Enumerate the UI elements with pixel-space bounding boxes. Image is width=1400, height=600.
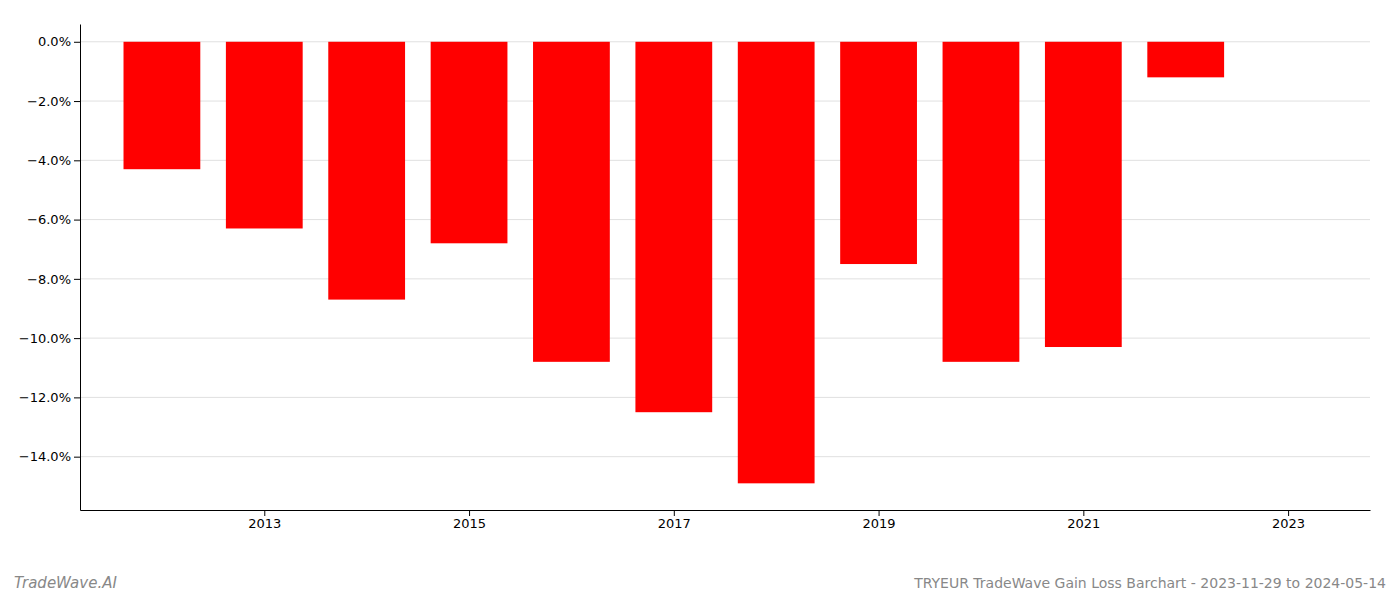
x-tick-mark — [1083, 510, 1084, 516]
y-tick-label: −2.0% — [27, 94, 71, 109]
x-tick: 2019 — [863, 510, 896, 531]
y-tick: −12.0% — [19, 390, 80, 405]
title: TRYEUR TradeWave Gain Loss Barchart - 20… — [913, 575, 1386, 591]
x-tick: 2017 — [658, 510, 691, 531]
x-tick-label: 2019 — [863, 516, 896, 531]
y-axis-line — [80, 25, 81, 511]
bar — [1250, 41, 1327, 42]
y-tick-mark — [74, 279, 80, 280]
y-tick: −4.0% — [27, 153, 80, 168]
x-axis: 2013 2015 2017 2019 2021 2023 — [81, 510, 1371, 531]
x-tick: 2021 — [1067, 510, 1100, 531]
y-tick: −6.0% — [27, 212, 80, 227]
y-tick-mark — [74, 220, 80, 221]
grid-line — [80, 456, 1370, 457]
x-tick-mark — [879, 510, 880, 516]
x-axis-line — [81, 510, 1371, 511]
x-tick-label: 2013 — [248, 516, 281, 531]
y-tick-label: −10.0% — [19, 331, 71, 346]
x-tick-mark — [469, 510, 470, 516]
grid-line — [80, 338, 1370, 339]
y-tick: −2.0% — [27, 94, 80, 109]
y-tick: −8.0% — [27, 272, 80, 287]
grid — [80, 42, 1370, 457]
y-tick-label: −12.0% — [19, 390, 71, 405]
x-tick-label: 2017 — [658, 516, 691, 531]
bar — [738, 42, 815, 484]
bar — [431, 42, 508, 244]
bar — [533, 42, 610, 362]
bars — [124, 42, 1225, 484]
x-tick-mark — [674, 510, 675, 516]
bar — [943, 42, 1020, 362]
y-tick-mark — [74, 42, 80, 43]
y-tick-mark — [74, 160, 80, 161]
plot-area: 0.0% −2.0% −4.0% −6.0% −8.0% −10.0% −12.0% −14.… — [19, 25, 1371, 532]
y-tick: −14.0% — [19, 449, 80, 464]
y-tick-label: −6.0% — [27, 212, 71, 227]
x-tick-label: 2015 — [453, 516, 486, 531]
y-tick: −10.0% — [19, 331, 80, 346]
y-tick-mark — [74, 397, 80, 398]
bar — [124, 42, 201, 169]
y-tick-mark — [74, 338, 80, 339]
x-tick: 2013 — [248, 510, 281, 531]
watermark: TradeWave.AI — [14, 574, 117, 592]
bar — [328, 42, 405, 300]
y-tick-mark — [74, 101, 80, 102]
y-tick-mark — [74, 457, 80, 458]
bar — [635, 42, 712, 412]
x-tick-label: 2021 — [1067, 516, 1100, 531]
grid-line — [80, 397, 1370, 398]
bar — [1045, 42, 1122, 347]
y-tick-label: −8.0% — [27, 272, 71, 287]
y-axis: 0.0% −2.0% −4.0% −6.0% −8.0% −10.0% −12.0% −14.… — [19, 25, 81, 511]
y-tick: 0.0% — [38, 34, 80, 49]
bar — [1147, 42, 1224, 78]
x-tick-mark — [264, 510, 265, 516]
x-tick: 2015 — [453, 510, 486, 531]
y-tick-label: −4.0% — [27, 153, 71, 168]
bar — [226, 42, 303, 229]
x-tick-label: 2023 — [1272, 516, 1305, 531]
x-tick: 2023 — [1272, 510, 1305, 531]
y-tick-label: −14.0% — [19, 449, 71, 464]
x-tick-mark — [1288, 510, 1289, 516]
chart: 0.0% −2.0% −4.0% −6.0% −8.0% −10.0% −12.0% −14.… — [0, 0, 1400, 600]
grid-line — [80, 278, 1370, 279]
bar — [840, 42, 917, 264]
y-tick-label: 0.0% — [38, 34, 71, 49]
